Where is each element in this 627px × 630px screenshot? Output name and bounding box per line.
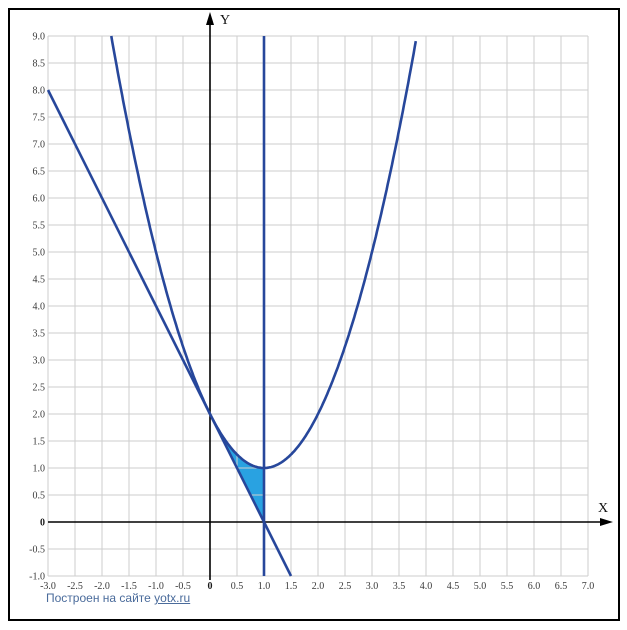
footer-credit: Построен на сайте yotx.ru <box>46 591 190 605</box>
x-tick-label: 5.0 <box>474 581 487 592</box>
axes-layer <box>48 12 613 580</box>
grid-layer <box>47 35 589 577</box>
y-tick-label: 8.5 <box>33 59 46 70</box>
x-axis-letter: X <box>598 501 608 516</box>
y-tick-label: 0 <box>40 518 45 529</box>
y-tick-label: -1.0 <box>29 572 45 583</box>
y-tick-label: 1.5 <box>33 437 46 448</box>
x-tick-label: -3.0 <box>40 581 56 592</box>
x-tick-label: 6.5 <box>555 581 568 592</box>
y-axis-letter: Y <box>220 13 230 28</box>
x-tick-label: 4.0 <box>420 581 433 592</box>
x-tick-label: 7.0 <box>582 581 595 592</box>
y-tick-label: 5.0 <box>33 248 46 259</box>
x-tick-label: -0.5 <box>175 581 191 592</box>
y-tick-label: -0.5 <box>29 545 45 556</box>
y-tick-label: 9.0 <box>33 32 46 43</box>
tangent-line <box>46 89 293 577</box>
y-tick-label: 6.5 <box>33 167 46 178</box>
x-tick-label: -2.5 <box>67 581 83 592</box>
x-tick-label: -1.0 <box>148 581 164 592</box>
x-axis-arrow-icon <box>600 518 613 526</box>
yotx-link[interactable]: yotx.ru <box>154 591 191 605</box>
y-tick-label: 4.0 <box>33 302 46 313</box>
x-tick-label: 1.5 <box>285 581 298 592</box>
x-tick-label: 3.5 <box>393 581 406 592</box>
y-tick-label: 7.5 <box>33 113 46 124</box>
y-tick-label: 3.0 <box>33 356 46 367</box>
y-tick-label: 8.0 <box>33 86 46 97</box>
tick-labels-layer: -3.0 -2.5 -2.0 -1.5 -1.0 -0.5 0 0.5 1.0 1.5 2.0 2.5… <box>29 32 594 593</box>
y-tick-label: 2.5 <box>33 383 46 394</box>
y-tick-label: 5.5 <box>33 221 46 232</box>
x-tick-label: 0.5 <box>231 581 244 592</box>
y-tick-label: 0.5 <box>33 491 46 502</box>
y-tick-label: 4.5 <box>33 275 46 286</box>
x-tick-label: -1.5 <box>121 581 137 592</box>
x-tick-label: 5.5 <box>501 581 514 592</box>
x-tick-label: 3.0 <box>366 581 379 592</box>
x-tick-label: 2.0 <box>312 581 325 592</box>
page-border <box>8 8 620 621</box>
y-tick-label: 6.0 <box>33 194 46 205</box>
x-tick-label: 0 <box>208 581 213 592</box>
footer-credit-text: Построен на сайте <box>46 591 155 605</box>
y-tick-label: 2.0 <box>33 410 46 421</box>
curves-layer <box>46 35 418 577</box>
y-tick-label: 7.0 <box>33 140 46 151</box>
x-tick-label: 1.0 <box>258 581 271 592</box>
y-tick-label: 1.0 <box>33 464 46 475</box>
x-tick-label: 2.5 <box>339 581 352 592</box>
x-tick-label: 4.5 <box>447 581 460 592</box>
x-tick-label: -2.0 <box>94 581 110 592</box>
y-tick-label: 3.5 <box>33 329 46 340</box>
x-tick-label: 6.0 <box>528 581 541 592</box>
y-axis-arrow-icon <box>206 12 214 25</box>
